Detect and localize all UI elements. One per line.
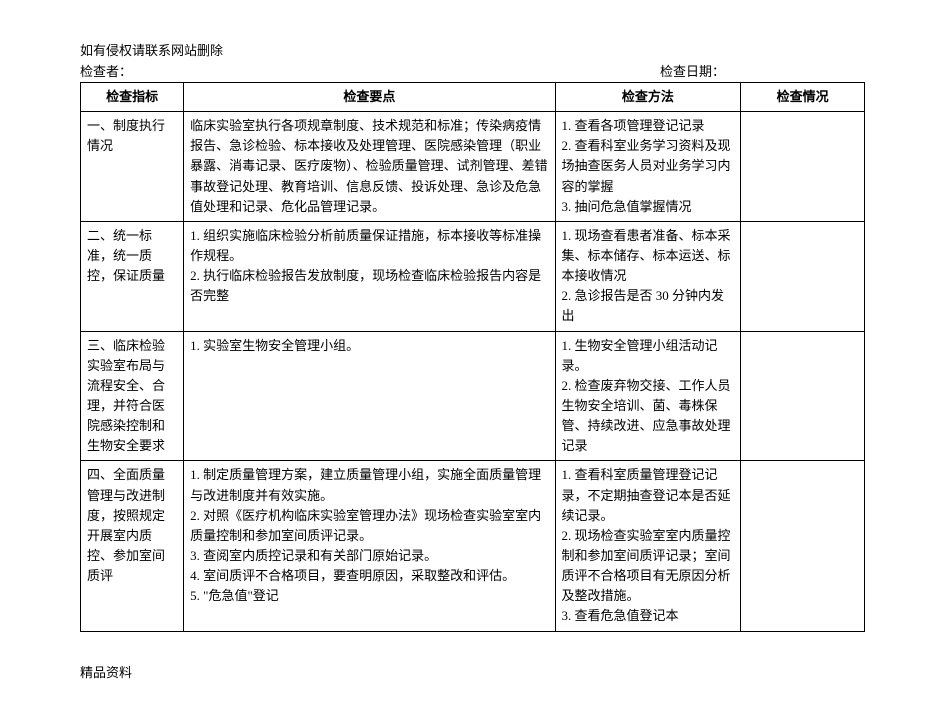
col-indicator: 检查指标 xyxy=(81,83,184,112)
col-status: 检查情况 xyxy=(741,83,865,112)
cell-indicator: 二、统一标准，统一质控，保证质量 xyxy=(81,221,184,331)
cell-indicator: 三、临床检验实验室布局与流程安全、合理，并符合医院感染控制和生物安全要求 xyxy=(81,331,184,461)
cell-method: 1. 查看科室质量管理登记记录，不定期抽查登记本是否延续记录。2. 现场检查实验… xyxy=(555,461,741,631)
footer-note: 精品资料 xyxy=(80,662,865,681)
inspection-table: 检查指标 检查要点 检查方法 检查情况 一、制度执行情况 临床实验室执行各项规章… xyxy=(80,82,865,632)
cell-method: 1. 查看各项管理登记记录2. 查看科室业务学习资料及现场抽查医务人员对业务学习… xyxy=(555,112,741,222)
table-row: 一、制度执行情况 临床实验室执行各项规章制度、技术规范和标准；传染病疫情报告、急… xyxy=(81,112,865,222)
cell-points: 临床实验室执行各项规章制度、技术规范和标准；传染病疫情报告、急诊检验、标本接收及… xyxy=(184,112,555,222)
cell-status xyxy=(741,331,865,461)
cell-indicator: 四、全面质量管理与改进制度，按照规定开展室内质控、参加室间质评 xyxy=(81,461,184,631)
cell-points: 1. 制定质量管理方案，建立质量管理小组，实施全面质量管理与改进制度并有效实施。… xyxy=(184,461,555,631)
table-header-row: 检查指标 检查要点 检查方法 检查情况 xyxy=(81,83,865,112)
cell-method: 1. 生物安全管理小组活动记录。2. 检查废弃物交接、工作人员生物安全培训、菌、… xyxy=(555,331,741,461)
table-row: 二、统一标准，统一质控，保证质量 1. 组织实施临床检验分析前质量保证措施，标本… xyxy=(81,221,865,331)
col-method: 检查方法 xyxy=(555,83,741,112)
cell-status xyxy=(741,221,865,331)
cell-points: 1. 组织实施临床检验分析前质量保证措施，标本接收等标准操作规程。2. 执行临床… xyxy=(184,221,555,331)
col-points: 检查要点 xyxy=(184,83,555,112)
cell-status xyxy=(741,461,865,631)
cell-points: 1. 实验室生物安全管理小组。 xyxy=(184,331,555,461)
cell-status xyxy=(741,112,865,222)
cell-method: 1. 现场查看患者准备、标本采集、标本储存、标本运送、标本接收情况2. 急诊报告… xyxy=(555,221,741,331)
notice-text: 如有侵权请联系网站删除 xyxy=(80,40,865,59)
inspect-date-label: 检查日期： xyxy=(660,61,725,80)
cell-indicator: 一、制度执行情况 xyxy=(81,112,184,222)
meta-row: 检查者： 检查日期： xyxy=(80,61,865,80)
table-row: 四、全面质量管理与改进制度，按照规定开展室内质控、参加室间质评 1. 制定质量管… xyxy=(81,461,865,631)
table-row: 三、临床检验实验室布局与流程安全、合理，并符合医院感染控制和生物安全要求 1. … xyxy=(81,331,865,461)
inspector-label: 检查者： xyxy=(80,61,132,80)
